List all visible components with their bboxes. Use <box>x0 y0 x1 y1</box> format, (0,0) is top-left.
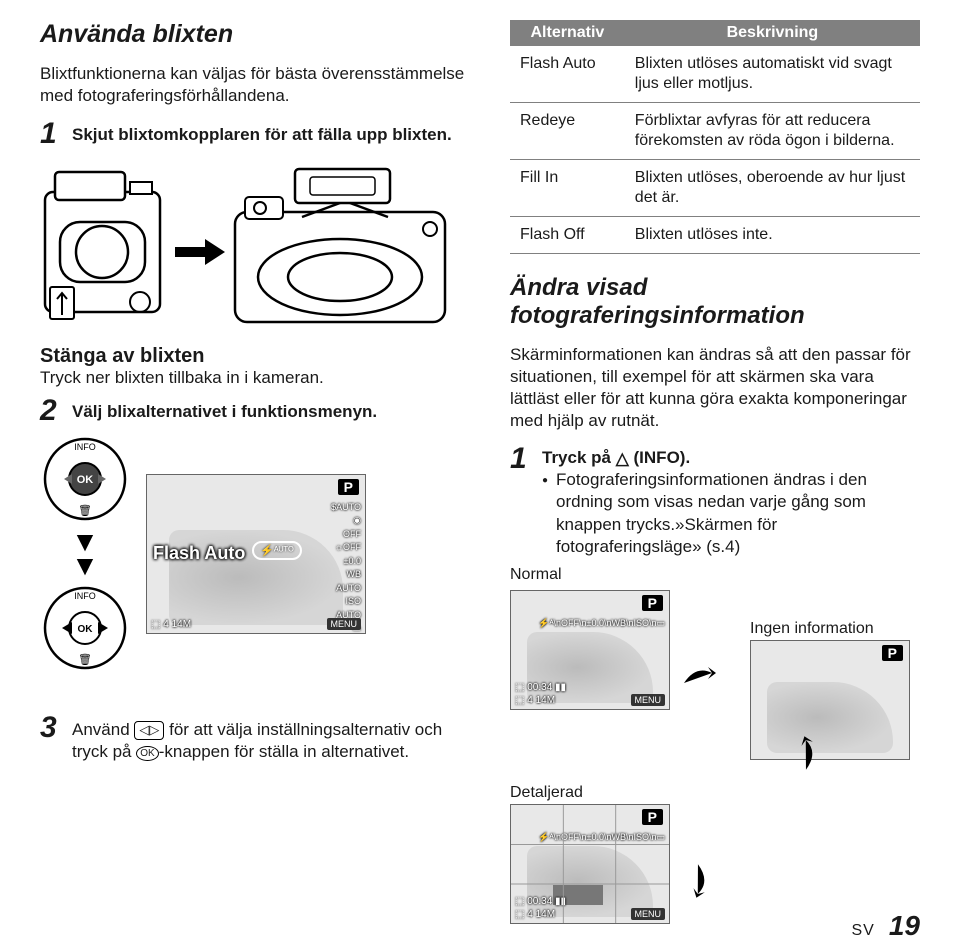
step-2: 2 Välj blixalternativet i funktionsmenyn… <box>40 396 480 426</box>
swoosh-arrow-icon <box>682 663 718 687</box>
right-step-1-bullet: Fotograferingsinformationen ändras i den… <box>542 469 920 557</box>
up-triangle-icon: △ <box>616 449 629 469</box>
flash-auto-pill: ⚡ᴬᵁᵀᴼ <box>252 541 302 560</box>
camera-screen-preview: P $AUTO ◉ OFF ☼OFF ±0.0 WB AUTO ISO AUTO… <box>146 474 366 634</box>
camera-illustration <box>40 157 460 337</box>
table-row: RedeyeFörblixtar avfyras för att reducer… <box>510 103 920 160</box>
caption-normal: Normal <box>510 566 920 584</box>
th-beskrivning: Beskrivning <box>625 20 920 46</box>
heading-use-flash: Använda blixten <box>40 20 480 49</box>
right-step-1-number: 1 <box>510 444 534 474</box>
swoosh-arrow-icon <box>683 861 718 903</box>
screen-memory: ⬚ 4 14M <box>151 619 191 630</box>
info-label: INFO <box>74 442 96 452</box>
ok-label: OK <box>77 474 94 486</box>
close-flash-text: Tryck ner blixten tillbaka in i kameran. <box>40 368 480 388</box>
dpad-bottom: OK INFO 🗑 <box>40 583 130 673</box>
footer-lang: SV <box>852 922 875 940</box>
step-2-text: Välj blixalternativet i funktionsmenyn. <box>72 396 377 422</box>
footer-page: 19 <box>889 910 920 942</box>
heading-change-info: Ändra visad fotograferingsinformation <box>510 274 920 330</box>
step-3: 3 Använd ◁▷ för att välja inställningsal… <box>40 713 480 763</box>
screen-none: P <box>750 640 910 760</box>
screen-menu: MENU <box>327 618 362 630</box>
svg-text:🗑: 🗑 <box>78 504 92 517</box>
right-step-1-text: Tryck på △ (INFO). <box>542 448 920 469</box>
step2-illustration: OK INFO 🗑 ▼ ▼ OK INFO <box>40 434 480 673</box>
options-table: Alternativ Beskrivning Flash AutoBlixten… <box>510 20 920 254</box>
svg-text:INFO: INFO <box>74 591 96 601</box>
screen-side-icons: $AUTO ◉ OFF ☼OFF ±0.0 WB AUTO ISO AUTO ▭ <box>331 501 361 634</box>
ok-button-icon: OK <box>136 746 158 761</box>
table-row: Flash AutoBlixten utlöses automatiskt vi… <box>510 46 920 103</box>
caption-detail: Detaljerad <box>510 784 670 802</box>
caption-none: Ingen information <box>750 620 910 638</box>
step-3-text: Använd ◁▷ för att välja inställningsalte… <box>72 713 480 763</box>
th-alternativ: Alternativ <box>510 20 625 46</box>
left-right-icon: ◁▷ <box>134 721 164 740</box>
svg-text:🗑: 🗑 <box>78 653 92 666</box>
step-1-number: 1 <box>40 119 64 149</box>
step-1: 1 Skjut blixtomkopplaren för att fälla u… <box>40 119 480 149</box>
table-row: Flash OffBlixten utlöses inte. <box>510 217 920 254</box>
screen-normal: P ⚡ᴬ\nOFF\n±0.0\nWB\nISO\n▭ ⬚ 00:34 ▮▮ ⬚… <box>510 590 670 710</box>
down-arrows: ▼ ▼ <box>40 532 130 575</box>
table-row: Fill InBlixten utlöses, oberoende av hur… <box>510 160 920 217</box>
intro-text: Blixtfunktionerna kan väljas för bästa ö… <box>40 63 480 107</box>
right-step-1: 1 Tryck på △ (INFO). Fotograferingsinfor… <box>510 444 920 557</box>
dpad-top: OK INFO 🗑 <box>40 434 130 524</box>
page-footer: SV 19 <box>852 910 921 942</box>
thumbs-row-1: P ⚡ᴬ\nOFF\n±0.0\nWB\nISO\n▭ ⬚ 00:34 ▮▮ ⬚… <box>510 590 920 760</box>
step-1-text: Skjut blixtomkopplaren för att fälla upp… <box>72 119 452 145</box>
mode-p-badge: P <box>338 479 359 495</box>
screen-detail: P ⚡ᴬ\nOFF\n±0.0\nWB\nISO\n▭ ⬚ 00:34 ▮▮ ⬚… <box>510 804 670 924</box>
flash-auto-label: Flash Auto <box>153 543 245 564</box>
close-flash-heading: Stänga av blixten <box>40 345 480 368</box>
svg-text:OK: OK <box>78 624 94 635</box>
step-2-number: 2 <box>40 396 64 426</box>
step-3-number: 3 <box>40 713 64 743</box>
change-info-text: Skärminformationen kan ändras så att den… <box>510 344 920 432</box>
